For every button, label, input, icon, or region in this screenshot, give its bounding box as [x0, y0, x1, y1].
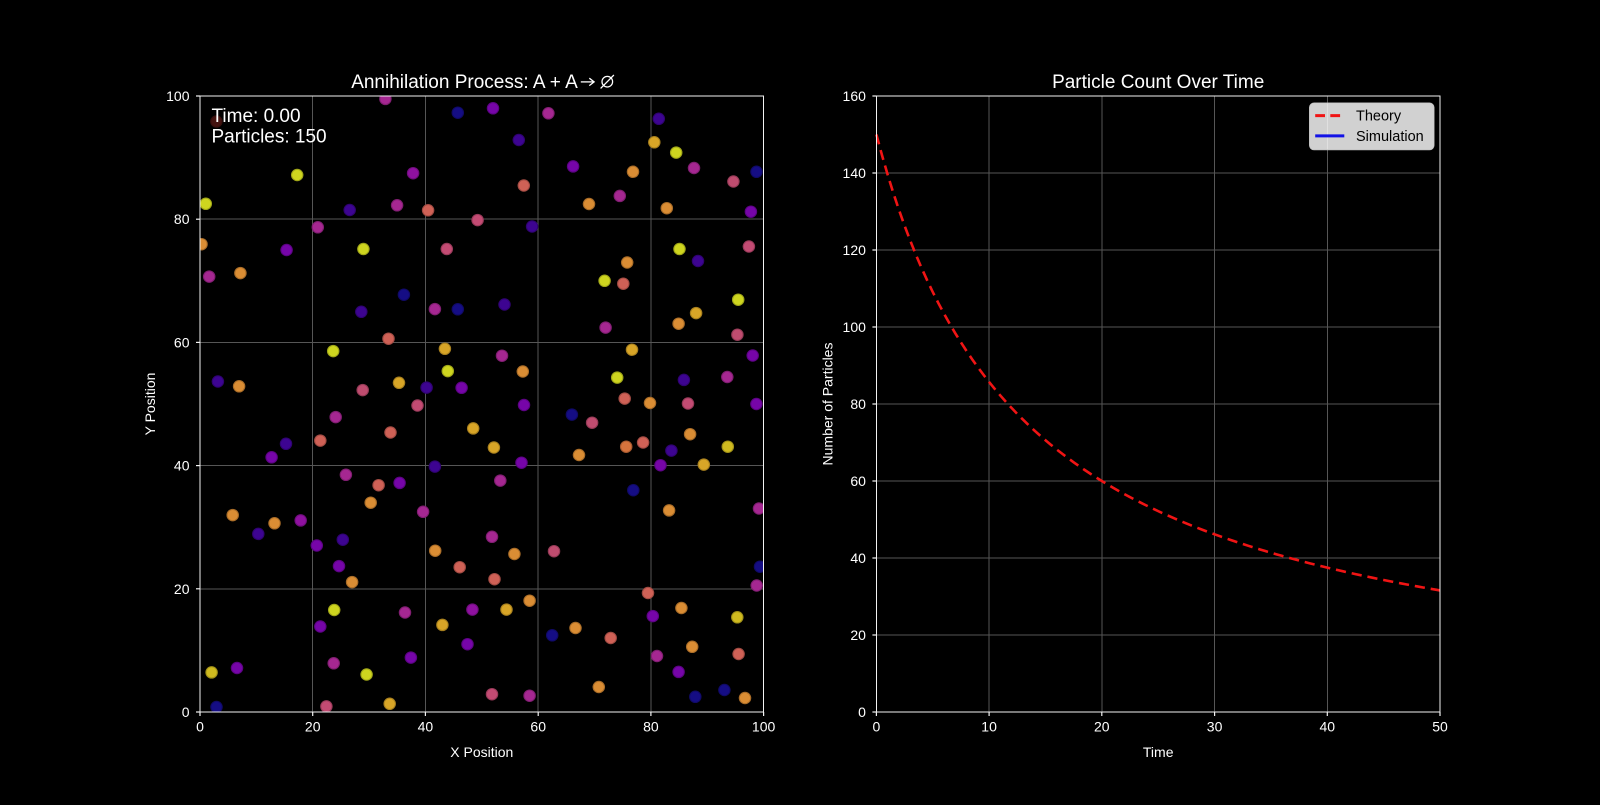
svg-text:50: 50	[1432, 719, 1448, 735]
svg-text:Time: 0.00: Time: 0.00	[212, 106, 301, 127]
svg-text:100: 100	[843, 319, 867, 335]
svg-text:140: 140	[843, 165, 867, 181]
svg-text:120: 120	[843, 242, 867, 258]
svg-text:X Position: X Position	[450, 744, 513, 760]
svg-text:80: 80	[643, 719, 659, 735]
svg-text:30: 30	[1207, 719, 1223, 735]
svg-text:60: 60	[850, 473, 866, 489]
svg-text:40: 40	[418, 719, 434, 735]
svg-text:Y Position: Y Position	[142, 373, 158, 436]
svg-text:20: 20	[305, 719, 321, 735]
svg-text:60: 60	[530, 719, 546, 735]
svg-text:0: 0	[182, 704, 190, 720]
svg-text:Particle Count Over Time: Particle Count Over Time	[1052, 72, 1264, 93]
svg-text:160: 160	[843, 88, 867, 104]
svg-text:20: 20	[850, 627, 866, 643]
svg-text:0: 0	[858, 704, 866, 720]
svg-text:40: 40	[1320, 719, 1336, 735]
svg-text:20: 20	[174, 581, 190, 597]
svg-text:Number of Particles: Number of Particles	[820, 343, 836, 466]
svg-text:100: 100	[166, 88, 190, 104]
svg-text:Annihilation Process: A + A: Annihilation Process: A + A	[351, 72, 578, 93]
svg-text:0: 0	[873, 719, 881, 735]
svg-text:Simulation: Simulation	[1356, 129, 1424, 145]
svg-text:Time: Time	[1143, 744, 1174, 760]
svg-text:80: 80	[174, 211, 190, 227]
svg-text:0: 0	[196, 719, 204, 735]
svg-text:Theory: Theory	[1356, 109, 1402, 125]
svg-text:40: 40	[174, 458, 190, 474]
svg-text:20: 20	[1094, 719, 1110, 735]
svg-text:40: 40	[850, 550, 866, 566]
svg-text:100: 100	[752, 719, 776, 735]
svg-text:60: 60	[174, 334, 190, 350]
svg-text:80: 80	[850, 396, 866, 412]
svg-text:Particles: 150: Particles: 150	[212, 127, 327, 148]
svg-text:10: 10	[981, 719, 997, 735]
